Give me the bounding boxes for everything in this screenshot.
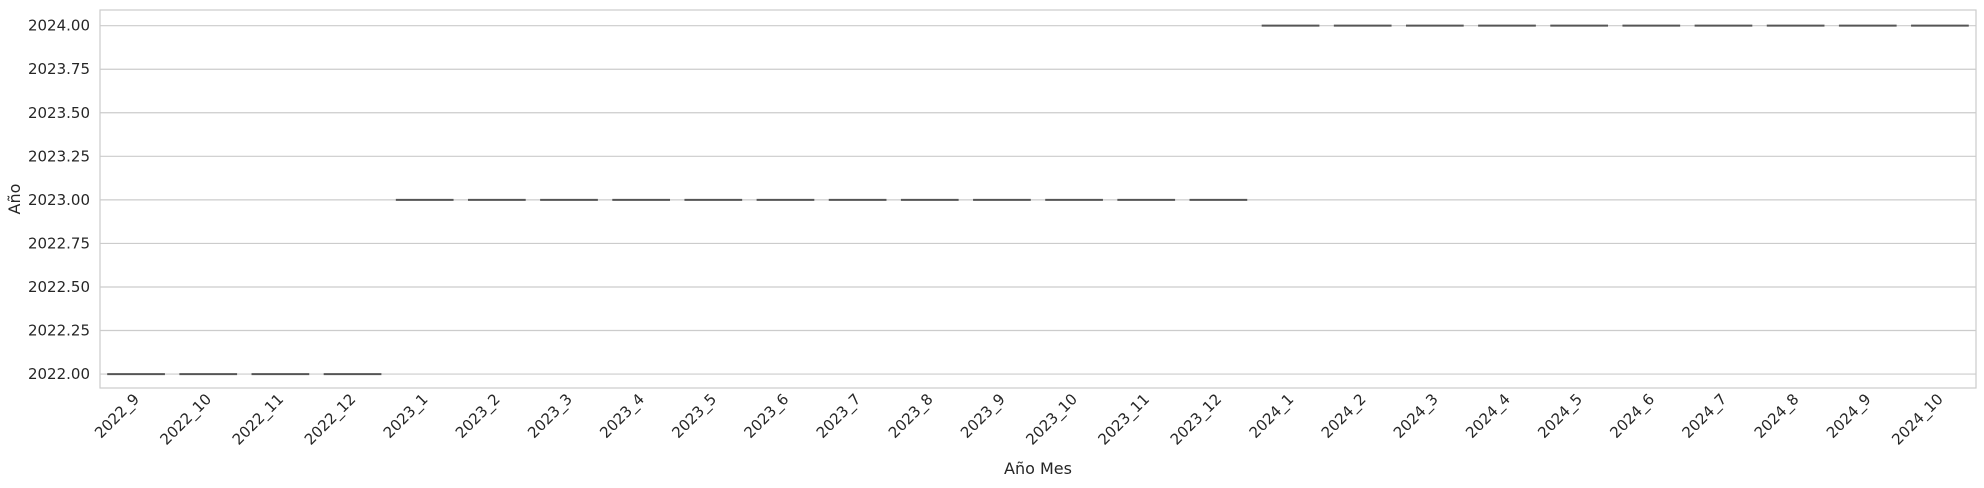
y-tick-label: 2023.75 bbox=[28, 60, 90, 78]
x-tick-label: 2023_6 bbox=[741, 390, 793, 442]
x-axis-title: Año Mes bbox=[1004, 459, 1072, 478]
x-tick-label: 2024_6 bbox=[1606, 390, 1658, 442]
y-tick-label: 2023.25 bbox=[28, 147, 90, 165]
x-tick-label: 2023_5 bbox=[668, 390, 720, 442]
x-tick-label: 2023_8 bbox=[885, 390, 937, 442]
y-tick-label: 2022.75 bbox=[28, 234, 90, 252]
x-tick-labels: 2022_9 2022_10 2022_11 2022_12 2023_1 2023_2 2… bbox=[91, 390, 1947, 449]
x-tick-label: 2024_5 bbox=[1534, 390, 1586, 442]
plot-frame bbox=[99, 9, 1977, 389]
x-tick-label: 2024_1 bbox=[1246, 390, 1298, 442]
x-tick-label: 2023_2 bbox=[452, 390, 504, 442]
y-tick-label: 2022.50 bbox=[28, 278, 90, 296]
x-tick-label: 2024_9 bbox=[1823, 390, 1875, 442]
box-marks bbox=[107, 24, 1969, 376]
y-tick-label: 2022.25 bbox=[28, 322, 90, 340]
x-tick-label: 2023_1 bbox=[380, 390, 432, 442]
x-tick-label: 2022_12 bbox=[301, 390, 360, 449]
gridlines bbox=[100, 25, 1976, 375]
y-tick-label: 2023.00 bbox=[28, 191, 90, 209]
y-axis-title: Año bbox=[5, 184, 24, 215]
x-tick-label: 2024_7 bbox=[1679, 390, 1731, 442]
x-tick-label: 2022_11 bbox=[229, 390, 288, 449]
x-tick-label: 2024_3 bbox=[1390, 390, 1442, 442]
y-tick-label: 2022.00 bbox=[28, 365, 90, 383]
y-tick-labels: 2022.00 2022.25 2022.50 2022.75 2023.00 2023.… bbox=[28, 17, 90, 383]
x-tick-label: 2024_8 bbox=[1751, 390, 1803, 442]
x-tick-label: 2023_11 bbox=[1095, 390, 1154, 449]
x-tick-label: 2022_9 bbox=[91, 390, 143, 442]
x-tick-label: 2023_7 bbox=[813, 390, 865, 442]
x-tick-label: 2023_3 bbox=[524, 390, 576, 442]
x-tick-label: 2024_4 bbox=[1462, 390, 1514, 442]
x-tick-label: 2024_2 bbox=[1318, 390, 1370, 442]
x-tick-label: 2023_12 bbox=[1167, 390, 1226, 449]
x-tick-label: 2022_10 bbox=[157, 390, 216, 449]
x-tick-label: 2023_9 bbox=[957, 390, 1009, 442]
x-tick-label: 2023_10 bbox=[1022, 390, 1081, 449]
x-tick-label: 2023_4 bbox=[596, 390, 648, 442]
x-tick-label: 2024_10 bbox=[1888, 390, 1947, 449]
y-tick-label: 2024.00 bbox=[28, 17, 90, 35]
y-tick-label: 2023.50 bbox=[28, 104, 90, 122]
